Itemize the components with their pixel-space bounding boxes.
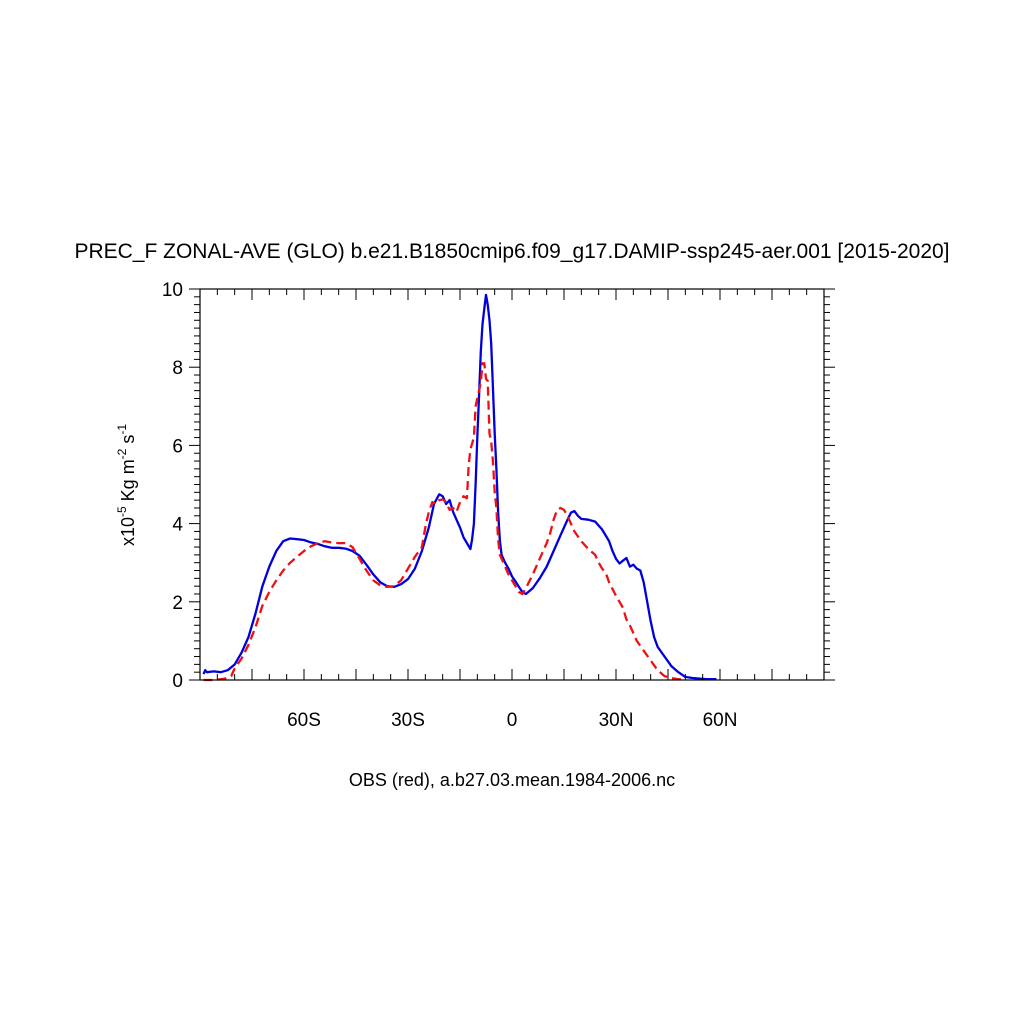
series-line-1 (202, 293, 717, 681)
y-axis-label-prefix: x10 (118, 517, 138, 546)
x-axis-label: OBS (red), a.b27.03.mean.1984-2006.nc (349, 770, 675, 790)
x-tick-label: 60N (703, 710, 738, 731)
y-tick-label: 10 (162, 280, 183, 301)
y-tick-label: 8 (172, 358, 183, 379)
ticks-layer (189, 288, 835, 681)
y-tick-label: 6 (172, 436, 183, 457)
series-line-2 (203, 362, 686, 682)
y-tick-labels: 0 2 4 6 8 10 (162, 280, 184, 692)
chart-title: PREC_F ZONAL-AVE (GLO) b.e21.B1850cmip6.… (74, 240, 949, 263)
x-tick-label: 30S (391, 710, 425, 731)
plot-frame (199, 288, 825, 681)
plot-area: 60S 30S 0 30N 60N 0 2 4 6 8 10 (162, 280, 835, 731)
y-axis-label-unit-s: s (118, 435, 138, 449)
x-tick-label: 30N (599, 710, 634, 731)
series-layer (202, 293, 717, 682)
y-axis-label-unit-kg: Kg m (118, 459, 138, 506)
y-tick-label: 4 (172, 515, 183, 536)
y-tick-label: 0 (172, 671, 183, 692)
y-axis-label-exp-m: -2 (115, 448, 129, 459)
y-tick-label: 2 (172, 593, 183, 614)
y-axis-label: x10-5 Kg m-2 s-1 (115, 424, 138, 546)
y-axis-label-exponent: -5 (115, 506, 129, 517)
x-tick-labels: 60S 30S 0 30N 60N (287, 710, 737, 731)
x-tick-label: 60S (287, 710, 321, 731)
y-axis-label-exp-s: -1 (115, 424, 129, 435)
x-tick-label: 0 (507, 710, 518, 731)
